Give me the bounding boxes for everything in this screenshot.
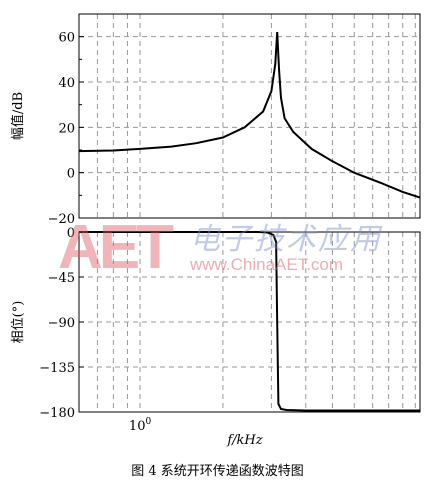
watermark-chinese-text: 电子技术应用: [190, 222, 382, 257]
figure-caption: 图 4 系统开环传递函数波特图: [131, 464, 304, 479]
x-axis-label: f/kHz: [226, 433, 262, 448]
phase-y-ticks: −180 −135 −90 −45 0: [39, 226, 84, 421]
phase-y-tick-label: −135: [39, 361, 75, 376]
x-tick-label: 100: [129, 417, 152, 434]
magnitude-grid: [78, 14, 420, 219]
watermark-logo: AET: [58, 213, 174, 282]
watermark-url: www.ChinaAET.com: [190, 255, 344, 274]
magnitude-y-axis-label: 幅值/dB: [10, 92, 26, 140]
magnitude-series-line: [78, 32, 421, 199]
magnitude-y-tick-label: 20: [58, 121, 75, 136]
x-ticks: 100: [129, 417, 152, 434]
phase-y-tick-label: 0: [67, 226, 75, 241]
magnitude-y-ticks: −20 0 20 40 60: [48, 31, 84, 227]
phase-y-tick-label: −180: [39, 406, 75, 421]
phase-y-tick-label: −45: [48, 271, 75, 286]
magnitude-plot-frame: [78, 13, 421, 219]
phase-series-line: [79, 231, 420, 412]
phase-y-tick-label: −90: [48, 316, 75, 331]
phase-grid: [78, 231, 420, 413]
magnitude-y-tick-label: −20: [48, 212, 75, 227]
magnitude-y-tick-label: 0: [67, 167, 75, 182]
magnitude-y-tick-label: 60: [58, 31, 75, 46]
magnitude-y-tick-label: 40: [58, 76, 75, 91]
phase-y-axis-label: 相位(°): [11, 301, 26, 344]
